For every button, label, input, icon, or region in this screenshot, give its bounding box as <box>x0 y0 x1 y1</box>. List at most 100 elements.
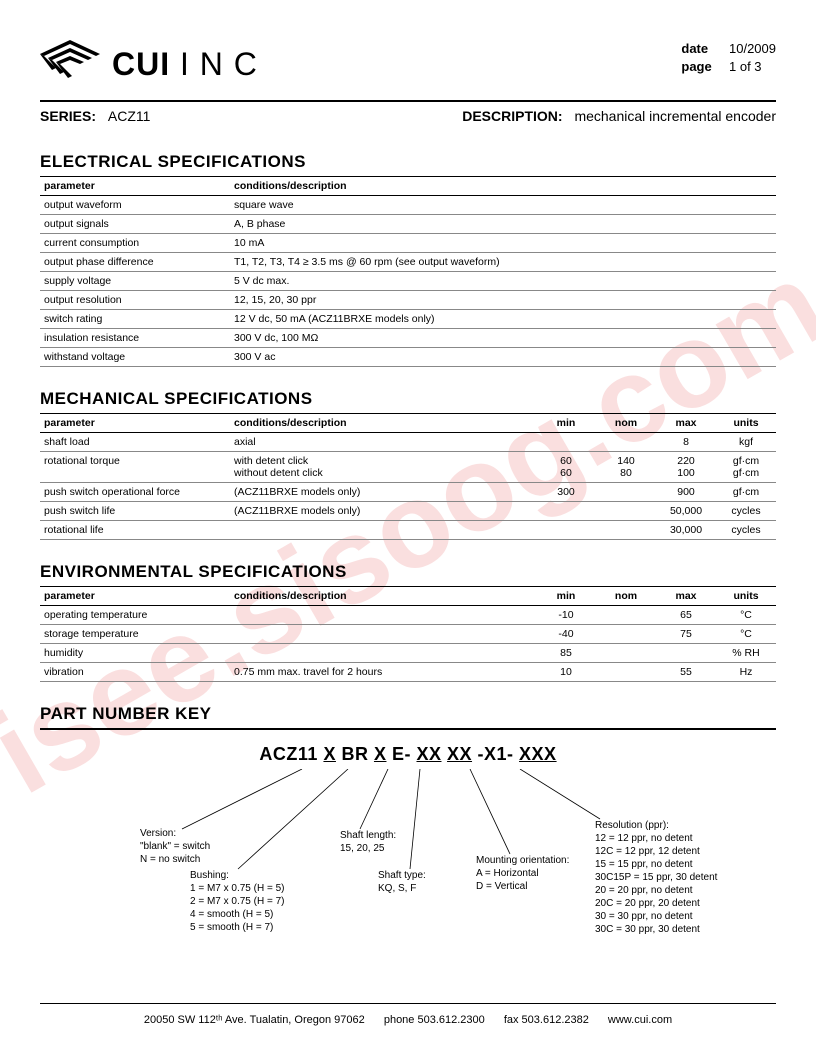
cell-param: rotational life <box>40 521 230 540</box>
date-value: 10/2009 <box>729 41 776 56</box>
th-max: max <box>656 587 716 606</box>
cell-param: humidity <box>40 644 230 663</box>
cell-cond: 5 V dc max. <box>230 272 776 291</box>
cell-max: 30,000 <box>656 521 716 540</box>
cell-units: °C <box>716 625 776 644</box>
cell-min: -40 <box>536 625 596 644</box>
table-row: push switch operational force(ACZ11BRXE … <box>40 483 776 502</box>
cell-cond: T1, T2, T3, T4 ≥ 3.5 ms @ 60 rpm (see ou… <box>230 253 776 272</box>
page-label: page <box>681 58 725 76</box>
cell-units: °C <box>716 606 776 625</box>
label-bushing: Bushing:1 = M7 x 0.75 (H = 5)2 = M7 x 0.… <box>190 869 285 934</box>
cell-param: withstand voltage <box>40 348 230 367</box>
header-rule <box>40 100 776 102</box>
cell-max: 900 <box>656 483 716 502</box>
cell-cond: 10 mA <box>230 234 776 253</box>
cell-cond: (ACZ11BRXE models only) <box>230 483 536 502</box>
cell-cond <box>230 644 536 663</box>
cell-nom <box>596 483 656 502</box>
cell-param: vibration <box>40 663 230 682</box>
cell-cond: square wave <box>230 196 776 215</box>
th-nom: nom <box>596 587 656 606</box>
electrical-title: ELECTRICAL SPECIFICATIONS <box>40 152 776 172</box>
th-parameter: parameter <box>40 414 230 433</box>
brand-name: CUI I N C <box>112 46 258 83</box>
th-nom: nom <box>596 414 656 433</box>
cell-param: output phase difference <box>40 253 230 272</box>
cell-units: cycles <box>716 521 776 540</box>
cell-cond: (ACZ11BRXE models only) <box>230 502 536 521</box>
cell-param: push switch operational force <box>40 483 230 502</box>
cell-cond <box>230 606 536 625</box>
table-row: rotational life 30,000cycles <box>40 521 776 540</box>
cell-param: rotational torque <box>40 452 230 483</box>
cell-nom <box>596 502 656 521</box>
cell-units: gf·cm <box>716 483 776 502</box>
table-row: rotational torquewith detent clickwithou… <box>40 452 776 483</box>
cell-param: insulation resistance <box>40 329 230 348</box>
cell-param: storage temperature <box>40 625 230 644</box>
table-row: humidity85% RH <box>40 644 776 663</box>
cell-nom: 14080 <box>596 452 656 483</box>
th-units: units <box>716 414 776 433</box>
cell-cond: 12, 15, 20, 30 ppr <box>230 291 776 310</box>
cell-cond <box>230 625 536 644</box>
environmental-table: parameter conditions/description min nom… <box>40 586 776 682</box>
footer-url: www.cui.com <box>608 1014 672 1026</box>
cell-max: 75 <box>656 625 716 644</box>
cell-nom <box>596 644 656 663</box>
cell-cond: 300 V ac <box>230 348 776 367</box>
page-value: 1 of 3 <box>729 59 762 74</box>
table-row: switch rating12 V dc, 50 mA (ACZ11BRXE m… <box>40 310 776 329</box>
cell-param: switch rating <box>40 310 230 329</box>
mechanical-table: parameter conditions/description min nom… <box>40 413 776 540</box>
table-row: vibration0.75 mm max. travel for 2 hours… <box>40 663 776 682</box>
table-row: push switch life(ACZ11BRXE models only)5… <box>40 502 776 521</box>
table-row: supply voltage5 V dc max. <box>40 272 776 291</box>
table-row: shaft loadaxial 8kgf <box>40 433 776 452</box>
th-max: max <box>656 414 716 433</box>
cell-max <box>656 644 716 663</box>
cell-cond: axial <box>230 433 536 452</box>
label-shaft-length: Shaft length:15, 20, 25 <box>340 829 396 855</box>
environmental-title: ENVIRONMENTAL SPECIFICATIONS <box>40 562 776 582</box>
cell-cond: 0.75 mm max. travel for 2 hours <box>230 663 536 682</box>
date-page-block: date 10/2009 page 1 of 3 <box>681 40 776 76</box>
page-footer: 20050 SW 112ᵗʰ Ave. Tualatin, Oregon 970… <box>40 1003 776 1026</box>
footer-address: 20050 SW 112ᵗʰ Ave. Tualatin, Oregon 970… <box>144 1014 365 1026</box>
cell-nom <box>596 625 656 644</box>
logo-block: CUI I N C <box>40 40 258 88</box>
mechanical-title: MECHANICAL SPECIFICATIONS <box>40 389 776 409</box>
cell-cond: 12 V dc, 50 mA (ACZ11BRXE models only) <box>230 310 776 329</box>
cell-cond: A, B phase <box>230 215 776 234</box>
table-row: insulation resistance300 V dc, 100 MΩ <box>40 329 776 348</box>
cell-min <box>536 521 596 540</box>
cell-param: current consumption <box>40 234 230 253</box>
pnk-rule <box>40 728 776 730</box>
cell-min: -10 <box>536 606 596 625</box>
label-shaft-type: Shaft type:KQ, S, F <box>378 869 426 895</box>
series-description-row: SERIES: ACZ11 DESCRIPTION: mechanical in… <box>40 108 776 124</box>
table-row: current consumption10 mA <box>40 234 776 253</box>
cell-cond: 300 V dc, 100 MΩ <box>230 329 776 348</box>
cell-param: output resolution <box>40 291 230 310</box>
cell-units: kgf <box>716 433 776 452</box>
cell-min: 6060 <box>536 452 596 483</box>
table-row: output signalsA, B phase <box>40 215 776 234</box>
cui-logo-icon <box>40 40 100 88</box>
label-version: Version:"blank" = switchN = no switch <box>140 827 210 866</box>
table-row: storage temperature -40 75°C <box>40 625 776 644</box>
cell-min <box>536 502 596 521</box>
th-min: min <box>536 587 596 606</box>
cell-min: 300 <box>536 483 596 502</box>
cell-cond <box>230 521 536 540</box>
th-conditions: conditions/description <box>230 587 536 606</box>
date-label: date <box>681 40 725 58</box>
cell-param: supply voltage <box>40 272 230 291</box>
cell-min: 85 <box>536 644 596 663</box>
th-units: units <box>716 587 776 606</box>
description-label: DESCRIPTION: <box>462 108 562 124</box>
cell-param: shaft load <box>40 433 230 452</box>
cell-nom <box>596 663 656 682</box>
cell-max: 8 <box>656 433 716 452</box>
